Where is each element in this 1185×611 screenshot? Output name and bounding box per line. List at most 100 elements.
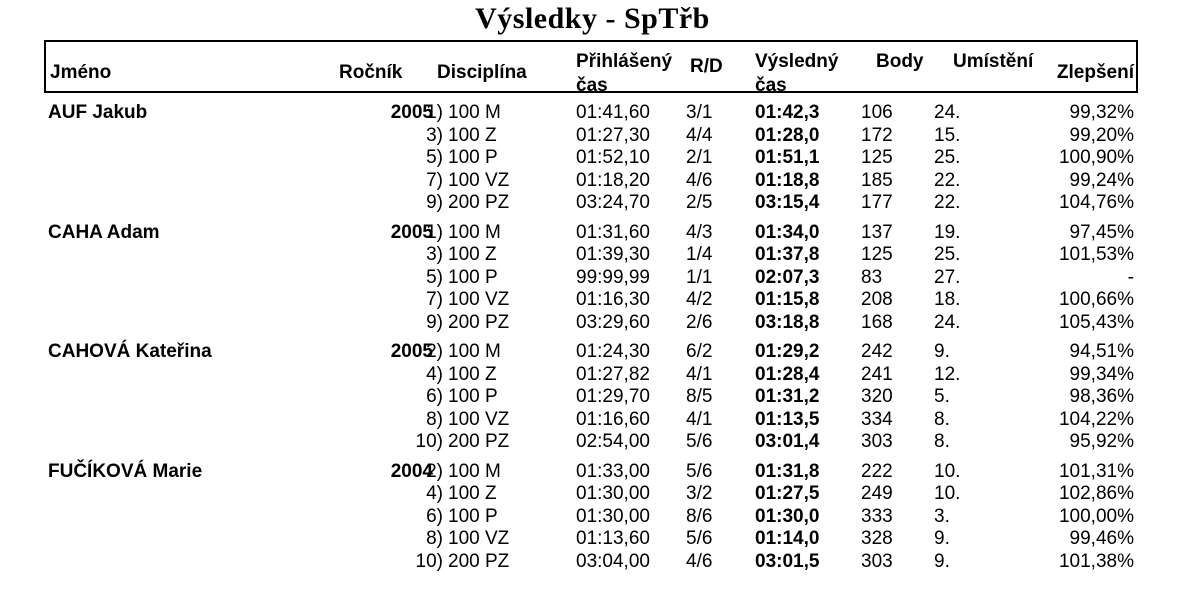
discipline-number: 7)	[426, 169, 443, 191]
rd-cell: 5/6	[686, 460, 713, 482]
place-cell: 19.	[934, 221, 961, 243]
result-row: 8) 100 VZ 01:13,60 5/6 01:14,0 328 9. 99…	[414, 528, 1138, 551]
place-cell: 10.	[934, 483, 961, 504]
col-header-rd: R/D	[690, 56, 723, 77]
result-time-cell: 01:28,0	[755, 124, 820, 146]
discipline-event: 200 PZ	[448, 311, 510, 333]
improvement-cell: 101,53%	[1058, 244, 1134, 265]
discipline-event: 100 P	[448, 386, 498, 407]
discipline-event: 100 M	[448, 221, 501, 243]
points-cell: 172	[861, 124, 893, 146]
result-row: 3) 100 Z 01:27,30 4/4 01:28,0 172 15. 99…	[414, 125, 1138, 148]
athlete-name: CAHOVÁ Kateřina	[48, 341, 212, 362]
improvement-cell: 104,22%	[1058, 408, 1134, 430]
discipline-number: 2)	[426, 460, 443, 482]
improvement-cell: 99,46%	[1069, 528, 1134, 549]
rd-cell: 4/2	[686, 289, 713, 310]
entry-time-cell: 01:33,00	[576, 460, 650, 482]
discipline-number: 8)	[426, 528, 443, 549]
improvement-cell: 104,76%	[1058, 192, 1134, 213]
discipline-event: 100 M	[448, 102, 501, 123]
rd-cell: 6/2	[686, 341, 713, 362]
athlete-year: 2005	[390, 221, 433, 243]
discipline-cell: 2) 100 M	[414, 461, 576, 484]
discipline-number: 6)	[426, 386, 443, 407]
page-title: Výsledky - SpTřb	[475, 2, 710, 35]
col-header-entry-time: Přihlášený čas	[576, 51, 673, 91]
discipline-cell: 9) 200 PZ	[414, 192, 576, 215]
rd-cell: 4/6	[686, 169, 713, 191]
athlete-year: 2005	[390, 341, 433, 362]
discipline-event: 100 P	[448, 505, 498, 527]
table-header-row: Jméno Ročník Disciplína Přihlášený čas R…	[44, 40, 1138, 93]
place-cell: 9.	[934, 341, 950, 362]
discipline-cell: 7) 100 VZ	[414, 170, 576, 193]
points-cell: 168	[861, 311, 893, 333]
place-cell: 12.	[934, 363, 961, 385]
athlete-block: FUČÍKOVÁ Marie 2004 2) 100 M 01:33,00 5/…	[44, 461, 1138, 574]
result-time-cell: 01:18,8	[755, 169, 820, 191]
place-cell: 5.	[934, 386, 950, 407]
discipline-cell: 4) 100 Z	[414, 364, 576, 387]
result-row: 3) 100 Z 01:39,30 1/4 01:37,8 125 25. 10…	[414, 244, 1138, 267]
place-cell: 9.	[934, 528, 950, 549]
rd-cell: 1/4	[686, 244, 713, 265]
entry-time-cell: 01:27,30	[576, 124, 650, 146]
entry-time-cell: 01:27,82	[576, 363, 650, 385]
place-cell: 24.	[934, 102, 961, 123]
discipline-number: 1)	[426, 221, 443, 243]
entry-time-cell: 01:39,30	[576, 244, 650, 265]
rd-cell: 8/5	[686, 386, 713, 407]
result-time-cell: 01:30,0	[755, 505, 820, 527]
place-cell: 24.	[934, 311, 961, 333]
discipline-cell: 8) 100 VZ	[414, 528, 576, 551]
entry-time-cell: 03:29,60	[576, 311, 650, 333]
discipline-event: 100 VZ	[448, 528, 510, 549]
result-row: 6) 100 P 01:29,70 8/5 01:31,2 320 5. 98,…	[414, 386, 1138, 409]
discipline-cell: 5) 100 P	[414, 267, 576, 290]
points-cell: 125	[861, 147, 893, 168]
rd-cell: 2/6	[686, 311, 713, 333]
col-header-improvement: Zlepšení	[1056, 62, 1134, 83]
entry-time-cell: 01:52,10	[576, 147, 650, 168]
rd-cell: 2/1	[686, 147, 713, 168]
points-cell: 83	[861, 266, 883, 288]
improvement-cell: 100,00%	[1058, 505, 1134, 527]
discipline-number: 4)	[426, 363, 443, 385]
rd-cell: 3/2	[686, 483, 713, 504]
improvement-cell: 99,20%	[1069, 124, 1134, 146]
improvement-cell: 101,31%	[1058, 460, 1134, 482]
athlete-year: 2005	[390, 102, 433, 123]
athlete-result-rows: 2) 100 M 01:24,30 6/2 01:29,2 242 9. 94,…	[414, 341, 1138, 454]
result-time-cell: 02:07,3	[755, 266, 820, 288]
improvement-cell: 97,45%	[1069, 221, 1134, 243]
rd-cell: 4/1	[686, 408, 713, 430]
discipline-cell: 3) 100 Z	[414, 244, 576, 267]
place-cell: 10.	[934, 460, 961, 482]
discipline-cell: 7) 100 VZ	[414, 289, 576, 312]
entry-time-cell: 01:13,60	[576, 528, 650, 549]
discipline-number: 3)	[426, 124, 443, 146]
improvement-cell: 99,32%	[1069, 102, 1134, 123]
athlete-name: CAHA Adam	[48, 221, 160, 243]
result-row: 5) 100 P 01:52,10 2/1 01:51,1 125 25. 10…	[414, 147, 1138, 170]
improvement-cell: 100,90%	[1058, 147, 1134, 168]
athlete-year: 2004	[390, 460, 433, 482]
result-time-cell: 01:37,8	[755, 244, 820, 265]
result-time-cell: 03:18,8	[755, 311, 820, 333]
col-header-discipline: Disciplína	[437, 62, 527, 83]
discipline-number: 10)	[415, 550, 443, 572]
discipline-cell: 10) 200 PZ	[414, 431, 576, 454]
discipline-event: 100 VZ	[448, 408, 510, 430]
discipline-event: 200 PZ	[448, 431, 510, 452]
improvement-cell: 99,24%	[1069, 169, 1134, 191]
result-time-cell: 01:29,2	[755, 341, 820, 362]
improvement-cell: 95,92%	[1069, 431, 1134, 452]
col-header-year: Ročník	[339, 62, 403, 83]
place-cell: 15.	[934, 124, 961, 146]
result-row: 7) 100 VZ 01:16,30 4/2 01:15,8 208 18. 1…	[414, 289, 1138, 312]
result-time-cell: 01:28,4	[755, 363, 820, 385]
place-cell: 8.	[934, 431, 950, 452]
discipline-number: 10)	[415, 431, 443, 452]
